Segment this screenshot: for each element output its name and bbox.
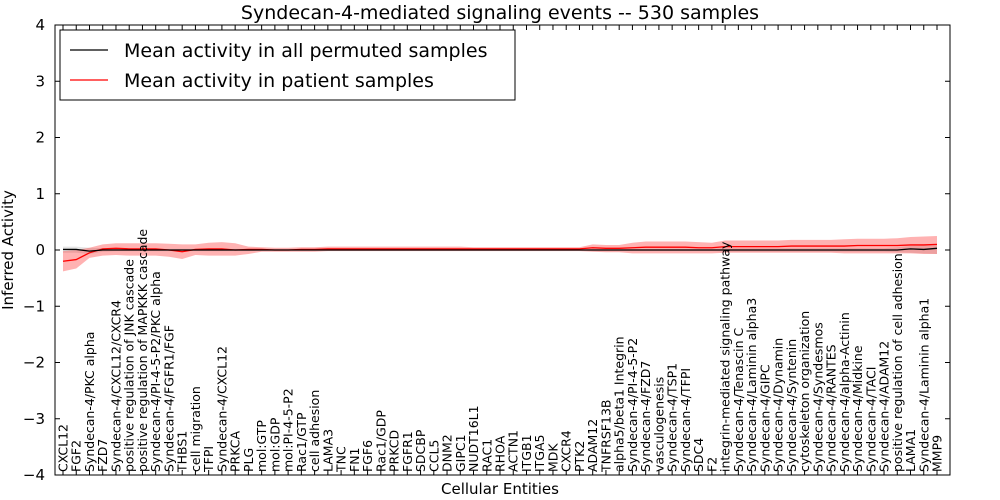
x-tick-label: DNM2 — [440, 434, 455, 472]
x-tick-label: mol:PI-4-5-P2 — [281, 388, 296, 472]
x-tick-label: TNC — [334, 446, 349, 473]
series-lines — [62, 243, 938, 262]
x-tick-label: positive regulation of MAPKKK cascade — [135, 229, 150, 472]
y-axis-ticks: −4 −3 −2 −1 0 1 2 3 4 — [23, 16, 950, 484]
x-tick-label: integrin-mediated signaling pathway — [718, 241, 733, 472]
x-tick-label: Syndecan-4/alpha-Actinin — [837, 312, 852, 472]
x-tick-label: NUDT16L1 — [466, 405, 481, 472]
x-tick-label: LAMA3 — [320, 429, 335, 472]
y-tick-label: −1 — [23, 297, 45, 315]
x-tick-label: ITGB1 — [519, 434, 534, 472]
plot-frame — [54, 24, 951, 476]
x-tick-label: Syndecan-4/Syndesmos — [810, 322, 825, 472]
x-tick-label: alpha5/beta1 Integrin — [612, 336, 627, 472]
x-tick-label: MMP9 — [930, 435, 945, 472]
x-tick-label: THBS1 — [175, 431, 190, 473]
legend-label-permuted: Mean activity in all permuted samples — [124, 40, 487, 62]
x-tick-label: PLG — [241, 448, 256, 472]
x-tick-label: FZD7 — [95, 439, 110, 472]
band-patient — [63, 235, 937, 272]
x-tick-label: Syndecan-4/Tenascin C — [731, 327, 746, 472]
x-tick-label: positive regulation of JNK cascade — [122, 259, 137, 472]
x-tick-label: FGF6 — [360, 440, 375, 472]
x-tick-label: mol:GDP — [267, 417, 282, 472]
x-tick-label: F2 — [704, 457, 719, 472]
y-axis-label: Inferred Activity — [0, 190, 17, 310]
x-tick-label: Rac1/GTP — [294, 412, 309, 472]
x-tick-label: cytoskeleton organization — [797, 311, 812, 472]
x-tick-label: Syndecan-4/Midkine — [850, 345, 865, 472]
x-axis-label: Cellular Entities — [441, 480, 559, 498]
x-tick-label: MDK — [545, 443, 560, 472]
x-tick-label: Syndecan-4/CXCL12 — [214, 346, 229, 472]
x-tick-label: ACTN1 — [506, 430, 521, 472]
x-tick-label: Syndecan-4/GIPC — [757, 364, 772, 472]
x-tick-label: Syndecan-4/CXCL12/CXCR4 — [108, 300, 123, 472]
x-tick-label: cell migration — [188, 386, 203, 472]
x-tick-label: CXCL12 — [56, 424, 71, 472]
x-tick-label: GIPC1 — [453, 434, 468, 472]
x-tick-label: LAMA1 — [903, 429, 918, 472]
x-tick-label: SDC4 — [691, 438, 706, 472]
series-line-patient — [62, 243, 938, 262]
x-tick-label: FGFR1 — [400, 431, 415, 472]
y-tick-label: 0 — [35, 241, 45, 259]
x-tick-label: Syndecan-4/TSP1 — [665, 363, 680, 472]
x-tick-label: Syndecan-4/RANTES — [824, 344, 839, 472]
x-tick-label: FGF2 — [69, 440, 84, 472]
x-tick-label: Syndecan-4/ADAM12 — [877, 341, 892, 472]
y-tick-label: 3 — [35, 72, 45, 90]
legend-box — [59, 29, 516, 101]
series-line-permuted — [63, 247, 938, 252]
x-tick-label: SDCBP — [413, 429, 428, 472]
x-tick-label: ADAM12 — [585, 419, 600, 472]
y-tick-label: −3 — [23, 410, 45, 428]
x-tick-label: Syndecan-4/PI-4-5-P2 — [625, 338, 640, 472]
x-tick-label: cell adhesion — [307, 390, 322, 472]
x-tick-label: PRKCA — [228, 431, 243, 472]
y-tick-label: 4 — [35, 16, 45, 34]
x-tick-label: RHOA — [493, 435, 508, 472]
y-tick-label: −4 — [23, 466, 45, 484]
x-tick-label: Rac1/GDP — [373, 410, 388, 472]
x-tick-label: PRKCD — [387, 430, 402, 472]
x-tick-label: Syndecan-4/Dynamin — [771, 338, 786, 472]
legend: Mean activity in all permuted samples Me… — [59, 29, 516, 101]
x-tick-label: mol:GTP — [254, 420, 269, 472]
band-permuted — [63, 244, 937, 254]
y-tick-label: 2 — [35, 129, 45, 147]
x-tick-label: Syndecan-4/Laminin alpha1 — [916, 298, 931, 472]
x-tick-label: ITGA5 — [532, 434, 547, 472]
x-tick-label: Syndecan-4/Laminin alpha3 — [744, 298, 759, 472]
x-tick-label: Syndecan-4/TACI — [863, 367, 878, 472]
confidence-bands — [63, 235, 937, 272]
x-tick-label: positive regulation of cell adhesion — [890, 253, 905, 472]
x-tick-label: Syndecan-4/PI-4-5-P2/PKC alpha — [148, 271, 163, 472]
x-tick-label: RAC1 — [479, 439, 494, 472]
chart-title: Syndecan-4-mediated signaling events -- … — [241, 2, 759, 24]
y-tick-label: −2 — [23, 354, 45, 372]
x-tick-label: FN1 — [347, 448, 362, 473]
x-tick-label: TNFRSF13B — [598, 400, 613, 473]
x-tick-label: Syndecan-4/Syntenin — [784, 339, 799, 472]
x-tick-label: CXCR4 — [559, 430, 574, 472]
x-tick-label: Syndecan-4/PKC alpha — [82, 332, 97, 472]
x-tick-label: Syndecan-4/FGFR1/FGF — [161, 325, 176, 472]
x-tick-label: Syndecan-4/FZD7 — [638, 361, 653, 472]
x-tick-label: TFPI — [201, 446, 216, 473]
y-tick-label: 1 — [35, 185, 45, 203]
x-tick-label: CCL5 — [426, 440, 441, 472]
x-tick-label: PTK2 — [572, 441, 587, 472]
x-tick-label: vasculogenesis — [651, 377, 666, 472]
x-tick-label: Syndecan-4/TFPI — [678, 368, 693, 472]
legend-label-patient: Mean activity in patient samples — [124, 70, 434, 92]
